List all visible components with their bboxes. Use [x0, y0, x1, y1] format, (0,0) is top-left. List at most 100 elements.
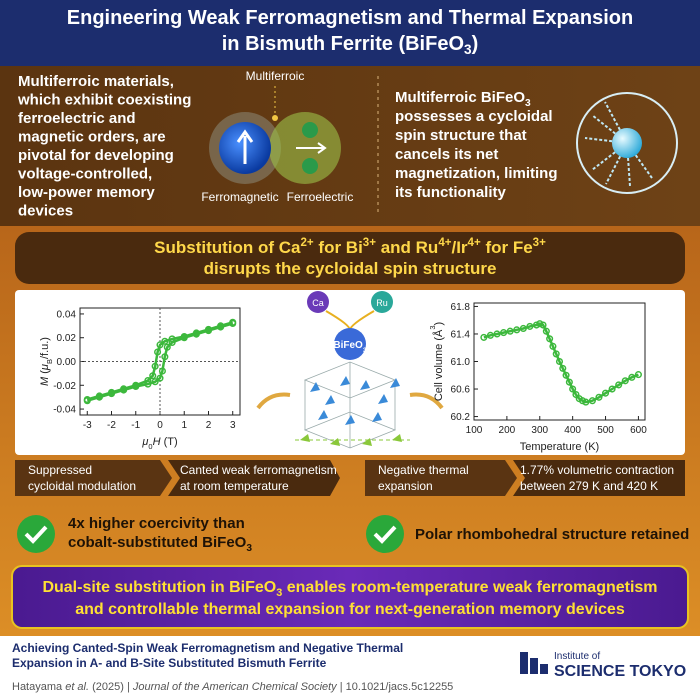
text-run: Hatayama [12, 681, 65, 693]
atom-label: Ru [376, 298, 388, 308]
conclusion-text: Dual-site substitution in BiFeO3 enables… [42, 579, 657, 599]
data-point [582, 398, 590, 406]
x-tick-label: 500 [597, 425, 614, 436]
finding-text: Negative thermal [378, 463, 469, 477]
data-point [588, 397, 596, 405]
dot [272, 115, 278, 121]
data-point [154, 348, 162, 356]
data-point [480, 333, 488, 341]
data-point [569, 385, 577, 393]
intro-text: pivotal for developing [18, 147, 174, 164]
intro-text: voltage-controlled, [18, 166, 152, 183]
data-point [552, 350, 560, 358]
x-tick-label: 400 [564, 425, 581, 436]
data-point [608, 385, 616, 393]
text-run: 2+ [301, 237, 314, 249]
text-run: M [39, 376, 51, 386]
data-point [158, 367, 166, 375]
intro-text: which exhibit coexisting [17, 92, 191, 109]
displacements [300, 434, 402, 446]
text-run: Cell volume (Å [432, 329, 445, 401]
check-icons [17, 515, 404, 553]
data-point [83, 397, 91, 405]
highlight-text: 4x higher coercivity than [68, 515, 245, 532]
y-tick-label: 61.4 [451, 329, 471, 340]
data-point [615, 381, 623, 389]
data-point [506, 327, 514, 335]
intro-text: magnetic orders, are [18, 129, 166, 146]
y-tick-label: 0.02 [57, 333, 77, 344]
data-point [144, 380, 152, 388]
text-run: 3 [363, 347, 367, 354]
charge [302, 158, 318, 174]
y-tick-label: 0.04 [57, 309, 77, 320]
x-tick-label: 300 [531, 425, 548, 436]
finding-text: at room temperature [180, 479, 289, 493]
highlight-text: Polar rhombohedral structure retained [415, 526, 689, 543]
arrow-left [256, 392, 291, 410]
data-point [513, 326, 521, 334]
text-run: 3+ [533, 237, 546, 249]
text-run: (T) [161, 436, 178, 448]
y-tick-label: -0.04 [53, 405, 76, 416]
intro-text: devices [18, 203, 73, 220]
data-point [555, 357, 564, 366]
data-point [107, 390, 116, 398]
header-band [0, 0, 700, 66]
intro-text: possesses a cycloidal [395, 108, 553, 125]
data-point [156, 341, 164, 349]
conclusion-text: and controllable thermal expansion for n… [75, 601, 625, 618]
y-tick-label: 60.2 [451, 412, 471, 423]
finding-chevrons [15, 460, 685, 496]
charge [302, 122, 318, 138]
finding-text: expansion [378, 479, 433, 493]
host-atom [334, 328, 366, 360]
data-point [156, 374, 164, 382]
intro-text: ferroelectric and [18, 110, 136, 127]
spin-arrow [236, 129, 254, 164]
data-point [519, 324, 527, 333]
x-tick-label: 600 [630, 425, 647, 436]
x-tick-label: -2 [107, 420, 116, 431]
text-run: Journal of the American Chemical Society [132, 681, 338, 693]
title: Engineering Weak Ferromagnetism and Ther… [67, 7, 633, 29]
ca-atom [307, 291, 329, 313]
text-run: and Ru [376, 238, 438, 257]
data-point [634, 371, 642, 379]
text-run: Multiferroic BiFeO [395, 89, 525, 106]
y-axis-label: Cell volume (Å3) [428, 322, 445, 401]
data-point [149, 372, 157, 380]
data-point [628, 373, 636, 381]
atom-label: BiFeO3 [333, 340, 366, 354]
data-point [151, 362, 159, 370]
x-axis-label: Temperature (K) [520, 441, 599, 453]
data-point [493, 330, 501, 338]
intro-text: Multiferroic materials, [18, 73, 174, 90]
intro-text: Multiferroic BiFeO3 [395, 89, 531, 109]
text-run: for Fe [481, 238, 533, 257]
text-run: 4+ [438, 237, 451, 249]
arrow-right [409, 392, 444, 410]
logo-mark [520, 652, 548, 674]
y-tick-label: 61.0 [451, 357, 471, 368]
finding-text: Canted weak ferromagnetism [180, 463, 337, 477]
text-run: 4+ [468, 237, 481, 249]
text-run: BiFeO [333, 340, 363, 351]
diagram-label: Ferromagnetic [201, 190, 278, 204]
text-run: /Ir [451, 238, 467, 257]
data-point [536, 320, 544, 328]
data-point [120, 386, 128, 394]
ru-atom [371, 291, 393, 313]
x-axis-label: μ0H (T) [141, 436, 177, 451]
highlight-text: cobalt-substituted BiFeO3 [68, 534, 252, 554]
diagram-label: Ferroelectric [287, 190, 354, 204]
text-run: 3 [276, 587, 282, 599]
x-tick-label: 3 [230, 420, 236, 431]
data-point [621, 377, 629, 385]
intro-text: spin structure that [395, 127, 527, 144]
data-point [559, 364, 567, 372]
data-point [601, 389, 610, 397]
y-tick-label: 0.00 [57, 357, 77, 368]
